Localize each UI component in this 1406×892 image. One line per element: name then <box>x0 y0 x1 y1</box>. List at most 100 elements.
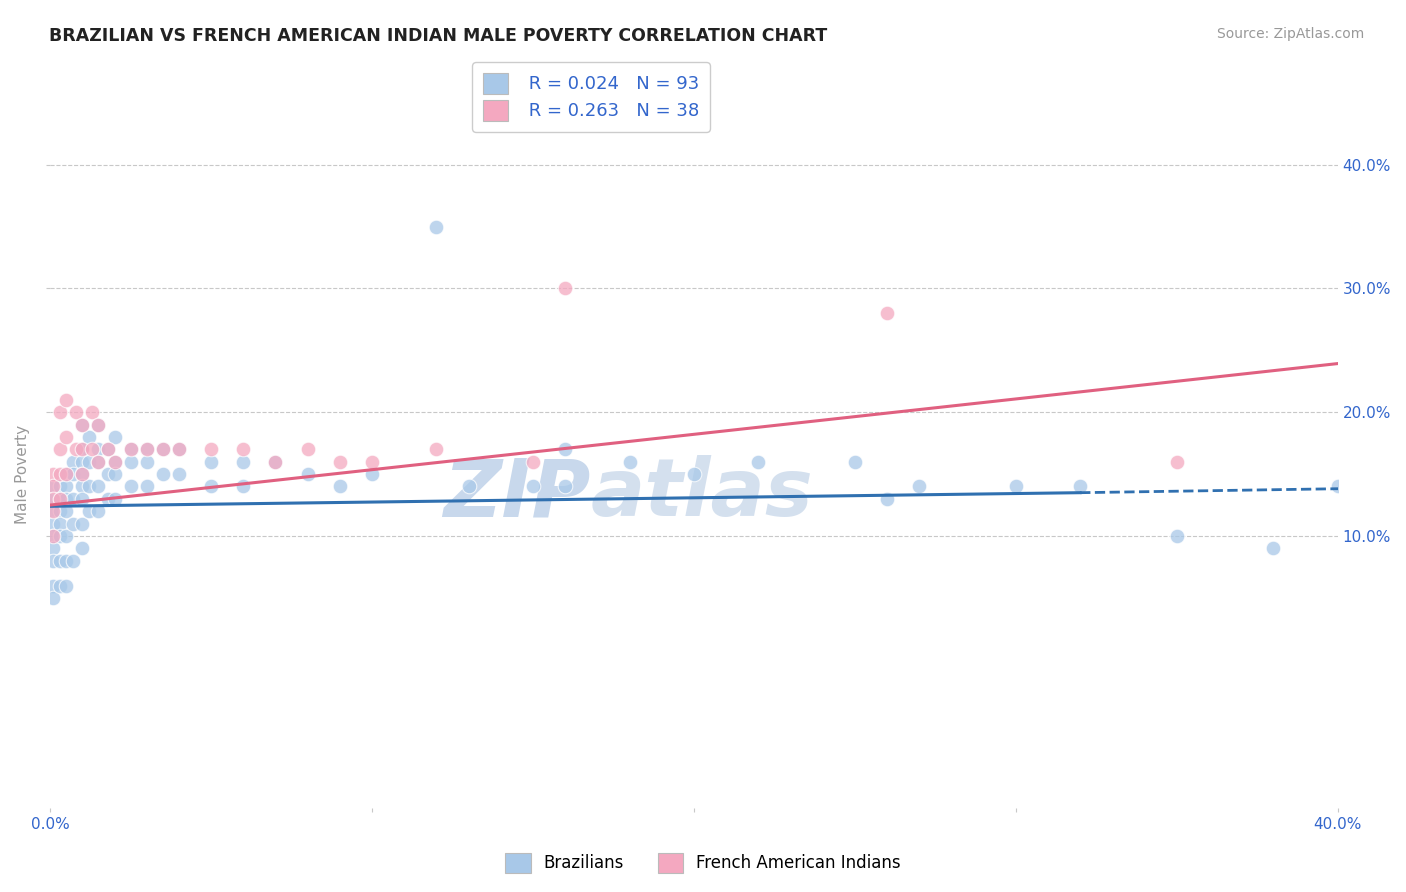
Point <box>42 504 65 518</box>
Point <box>55 491 77 506</box>
Point <box>747 455 769 469</box>
Point <box>120 479 142 493</box>
Point <box>619 455 641 469</box>
Point <box>425 219 447 234</box>
Point <box>42 504 65 518</box>
Point <box>87 442 110 457</box>
Point <box>72 417 94 432</box>
Point <box>72 467 94 482</box>
Point <box>62 467 84 482</box>
Point <box>49 516 72 531</box>
Point <box>42 479 65 493</box>
Point <box>55 430 77 444</box>
Legend: Brazilians, French American Indians: Brazilians, French American Indians <box>499 847 907 880</box>
Point <box>97 467 120 482</box>
Point <box>297 467 319 482</box>
Point <box>329 479 352 493</box>
Point <box>908 479 931 493</box>
Point <box>87 455 110 469</box>
Point <box>97 491 120 506</box>
Point <box>72 491 94 506</box>
Point <box>55 467 77 482</box>
Point <box>1004 479 1026 493</box>
Point <box>49 467 72 482</box>
Point <box>425 442 447 457</box>
Point <box>72 442 94 457</box>
Point <box>42 529 65 543</box>
Point <box>80 442 103 457</box>
Point <box>135 442 157 457</box>
Point <box>103 491 125 506</box>
Point <box>72 479 94 493</box>
Point <box>876 306 898 320</box>
Point <box>135 479 157 493</box>
Point <box>42 479 65 493</box>
Point <box>1166 529 1188 543</box>
Point <box>200 442 222 457</box>
Point <box>522 455 544 469</box>
Text: Source: ZipAtlas.com: Source: ZipAtlas.com <box>1216 27 1364 41</box>
Point <box>200 455 222 469</box>
Point <box>62 516 84 531</box>
Point <box>554 479 576 493</box>
Point <box>329 455 352 469</box>
Point <box>42 529 65 543</box>
Point <box>55 392 77 407</box>
Point <box>232 455 254 469</box>
Point <box>297 442 319 457</box>
Point <box>49 504 72 518</box>
Point <box>844 455 866 469</box>
Point <box>77 430 100 444</box>
Y-axis label: Male Poverty: Male Poverty <box>15 425 30 524</box>
Point <box>103 467 125 482</box>
Legend:  R = 0.024   N = 93,  R = 0.263   N = 38: R = 0.024 N = 93, R = 0.263 N = 38 <box>472 62 710 132</box>
Point <box>167 442 190 457</box>
Point <box>87 455 110 469</box>
Point <box>72 541 94 556</box>
Point <box>135 455 157 469</box>
Point <box>42 467 65 482</box>
Point <box>72 467 94 482</box>
Point <box>62 455 84 469</box>
Point <box>457 479 479 493</box>
Point <box>1166 455 1188 469</box>
Point <box>103 430 125 444</box>
Point <box>264 455 287 469</box>
Point <box>42 591 65 605</box>
Point <box>683 467 706 482</box>
Point <box>42 516 65 531</box>
Point <box>55 529 77 543</box>
Point <box>49 578 72 592</box>
Point <box>152 467 174 482</box>
Point <box>65 405 87 419</box>
Point <box>1326 479 1348 493</box>
Point <box>80 405 103 419</box>
Point <box>42 491 65 506</box>
Point <box>167 442 190 457</box>
Point <box>97 442 120 457</box>
Point <box>49 491 72 506</box>
Point <box>49 491 72 506</box>
Point <box>77 479 100 493</box>
Point <box>120 442 142 457</box>
Point <box>87 504 110 518</box>
Text: BRAZILIAN VS FRENCH AMERICAN INDIAN MALE POVERTY CORRELATION CHART: BRAZILIAN VS FRENCH AMERICAN INDIAN MALE… <box>49 27 828 45</box>
Point <box>49 442 72 457</box>
Point <box>103 455 125 469</box>
Point <box>62 554 84 568</box>
Point <box>77 455 100 469</box>
Point <box>120 455 142 469</box>
Point <box>55 467 77 482</box>
Point <box>87 417 110 432</box>
Point <box>1069 479 1091 493</box>
Point <box>72 516 94 531</box>
Point <box>55 554 77 568</box>
Point <box>72 455 94 469</box>
Point <box>232 442 254 457</box>
Point <box>135 442 157 457</box>
Point <box>152 442 174 457</box>
Point <box>522 479 544 493</box>
Point <box>42 554 65 568</box>
Point <box>49 479 72 493</box>
Point <box>264 455 287 469</box>
